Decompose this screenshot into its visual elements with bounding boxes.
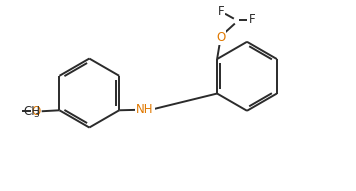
Text: CH: CH	[23, 105, 40, 118]
Text: O: O	[216, 31, 226, 44]
Text: F: F	[249, 13, 256, 26]
Text: F: F	[218, 5, 224, 18]
Text: O: O	[31, 105, 41, 118]
Text: 3: 3	[33, 110, 38, 119]
Text: NH: NH	[136, 103, 153, 116]
